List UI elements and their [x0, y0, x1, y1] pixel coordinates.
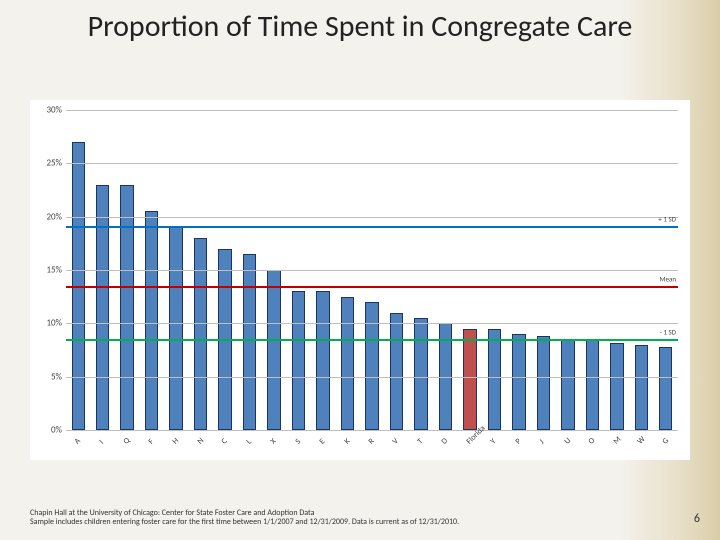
x-tick-label: R	[366, 436, 376, 446]
x-tick-label: O	[587, 436, 598, 447]
grid-line	[66, 217, 678, 218]
x-tick-label: T	[415, 437, 425, 447]
bar	[561, 339, 574, 430]
x-tick-label: M	[611, 435, 623, 447]
footer-line-2: Sample includes children entering foster…	[30, 518, 630, 528]
bar	[488, 329, 501, 430]
reference-line	[66, 286, 678, 288]
x-tick-label: N	[195, 436, 206, 447]
y-tick-label: 20%	[32, 211, 62, 222]
bar	[96, 185, 109, 430]
bar	[659, 347, 672, 430]
x-tick-label: K	[342, 437, 352, 447]
grid-line	[66, 323, 678, 324]
y-tick-label: 5%	[32, 371, 62, 382]
x-tick-label: Q	[122, 436, 133, 447]
x-tick-label: L	[244, 437, 253, 446]
x-tick-label: E	[317, 437, 327, 447]
bar	[292, 291, 305, 430]
y-tick-label: 0%	[32, 425, 62, 436]
x-tick-label: A	[73, 436, 83, 446]
footer-citation: Chapin Hall at the University of Chicago…	[30, 509, 630, 528]
x-tick-label: X	[269, 437, 279, 447]
reference-line-label: - 1 SD	[660, 328, 676, 337]
bar-highlighted	[463, 329, 476, 430]
bar	[390, 313, 403, 430]
bar	[414, 318, 427, 430]
grid-line	[66, 270, 678, 271]
x-tick-label: H	[171, 436, 182, 447]
x-tick-label: Y	[489, 437, 499, 447]
slide-title: Proportion of Time Spent in Congregate C…	[0, 10, 720, 43]
grid-line	[66, 110, 678, 111]
x-tick-label: G	[660, 436, 671, 447]
grid-line	[66, 430, 678, 431]
bar	[341, 297, 354, 430]
reference-line	[66, 226, 678, 228]
bar	[610, 343, 623, 430]
x-tick-label: F	[146, 437, 156, 447]
bar	[194, 238, 207, 430]
x-tick-label: V	[391, 436, 401, 446]
x-tick-label: C	[220, 436, 230, 446]
grid-line	[66, 377, 678, 378]
reference-line-label: Mean	[660, 274, 677, 283]
x-tick-label: W	[636, 434, 648, 446]
x-tick-label: D	[440, 436, 451, 447]
x-tick-label: S	[293, 437, 303, 447]
slide: Proportion of Time Spent in Congregate C…	[0, 0, 720, 540]
bar	[243, 254, 256, 430]
bar	[316, 291, 329, 430]
x-tick-label: P	[513, 437, 523, 447]
y-tick-label: 10%	[32, 318, 62, 329]
bar-chart: 0% 5% 10% 15% 20% 25% 30% + 1 SD Mean - 1 SD A I Q F…	[30, 100, 690, 460]
x-tick-label: I	[97, 438, 105, 446]
reference-line-label: + 1 SD	[658, 215, 676, 224]
plot-area: 0%5%10%15%20%25%30%+ 1 SDMean- 1 SD	[66, 110, 678, 430]
x-tick-label: U	[562, 436, 573, 447]
bar	[120, 185, 133, 430]
grid-line	[66, 163, 678, 164]
bar	[145, 211, 158, 430]
bar	[537, 336, 550, 430]
bar	[169, 227, 182, 430]
bar	[512, 334, 525, 430]
y-tick-label: 25%	[32, 158, 62, 169]
bar	[586, 340, 599, 430]
slide-number: 6	[694, 512, 700, 526]
bar	[365, 302, 378, 430]
bar	[635, 345, 648, 430]
x-axis-labels: AIQFHNCLXSEKRVTDFloridaYPJUOMWG	[66, 432, 678, 460]
x-tick-label: J	[538, 438, 547, 447]
y-tick-label: 15%	[32, 265, 62, 276]
bar	[267, 270, 280, 430]
reference-line	[66, 339, 678, 341]
y-tick-label: 30%	[32, 105, 62, 116]
